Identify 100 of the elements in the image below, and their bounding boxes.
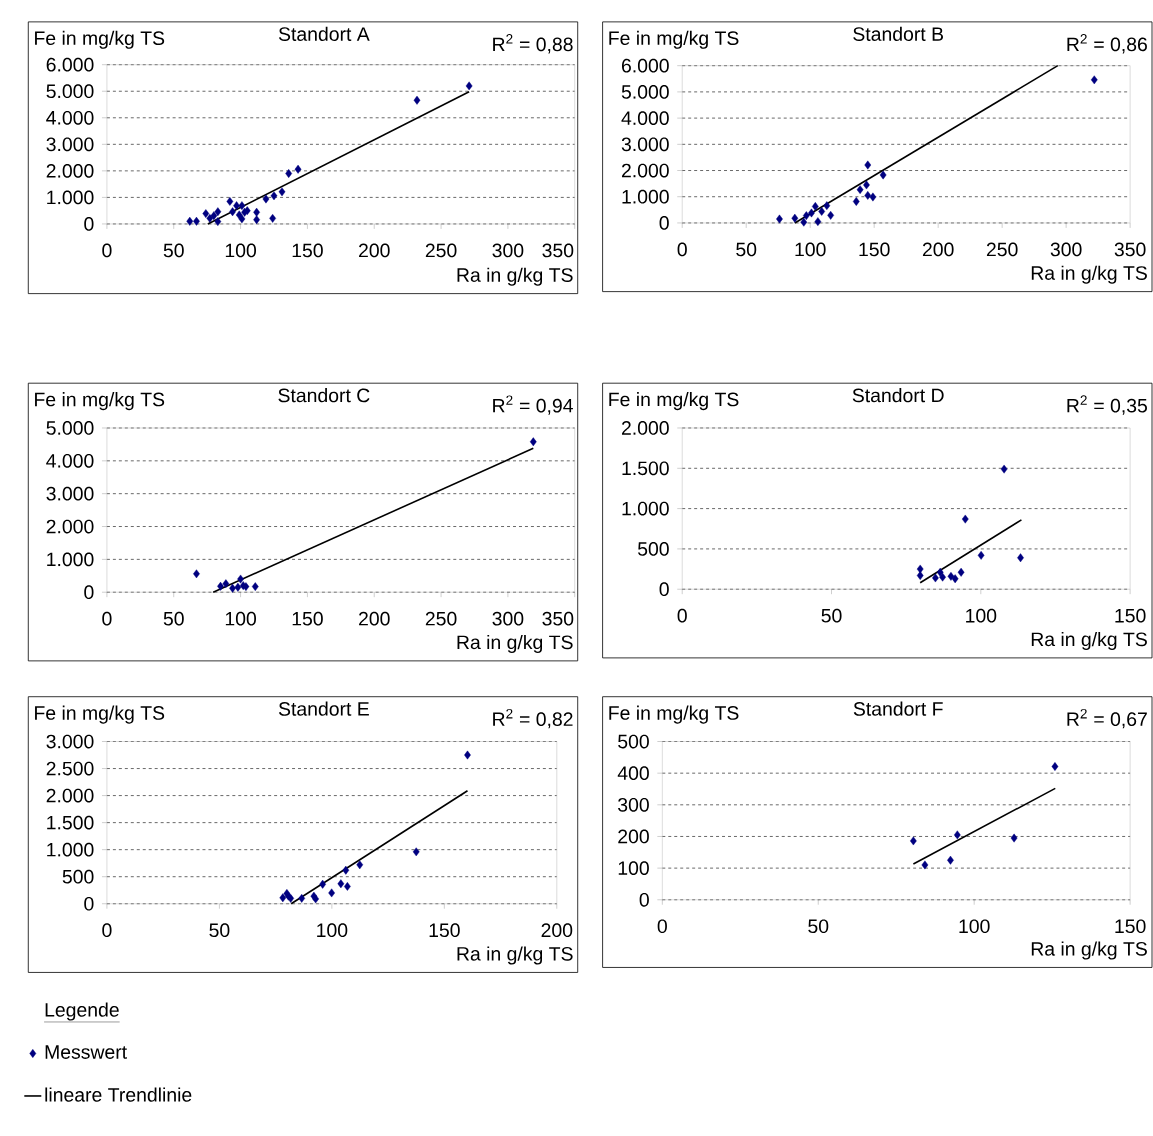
y-tick-label: 400	[617, 766, 649, 781]
chart-title: Standort E	[278, 701, 369, 716]
x-axis-title: Ra in g/kg TS	[457, 267, 573, 286]
x-tick-label: 0	[102, 923, 112, 938]
chart-title: Standort C	[278, 388, 370, 403]
y-tick-label: 4.000	[46, 454, 94, 468]
y-tick-label: 2.000	[46, 519, 94, 534]
y-tick-label: 0	[84, 585, 94, 600]
x-tick-label: 250	[425, 611, 457, 626]
y-tick-label: 0	[84, 897, 94, 911]
x-tick-label: 200	[541, 923, 573, 938]
y-tick-label: 3.000	[46, 734, 94, 749]
legend-label: lineare Trendlinie	[45, 1087, 192, 1102]
text: R$^{2}$ = 0,35	[1067, 395, 1147, 415]
text: R$^{2}$ = 0,88	[493, 34, 573, 54]
y-tick-label: 0	[659, 582, 669, 597]
y-tick-label: 500	[62, 870, 94, 884]
y-axis-title: Fe in mg/kg TS	[609, 392, 739, 411]
legend-title: Legende	[45, 1002, 119, 1021]
x-tick-label: 200	[922, 242, 954, 257]
chart-title: Standort B	[853, 26, 944, 42]
x-tick-label: 300	[492, 243, 524, 258]
y-tick-label: 4.000	[46, 111, 94, 125]
chart-title: Standort D	[852, 388, 944, 403]
y-axis-title: Fe in mg/kg TS	[35, 30, 165, 50]
y-tick-label: 0	[84, 217, 94, 231]
x-tick-label: 100	[225, 243, 257, 258]
y-tick-label: 200	[618, 829, 649, 844]
x-tick-label: 150	[292, 243, 323, 258]
x-axis-title: Ra in g/kg TS	[457, 946, 573, 965]
x-tick-label: 150	[1115, 609, 1146, 623]
y-tick-label: 0	[639, 893, 649, 907]
x-tick-label: 100	[795, 242, 826, 257]
y-axis-title: Fe in mg/kg TS	[609, 705, 739, 724]
y-tick-label: 6.000	[621, 58, 669, 73]
x-tick-label: 250	[986, 242, 1018, 257]
x-tick-label: 200	[359, 243, 390, 258]
y-tick-label: 5.000	[46, 84, 94, 99]
x-tick-label: 0	[677, 609, 687, 623]
x-tick-label: 50	[163, 611, 184, 626]
x-tick-label: 50	[163, 243, 184, 258]
y-tick-label: 2.500	[46, 761, 94, 776]
x-tick-label: 300	[1050, 242, 1082, 257]
y-tick-label: 1.000	[47, 190, 94, 205]
y-tick-label: 0	[659, 216, 669, 230]
x-tick-label: 350	[542, 243, 574, 258]
y-tick-label: 300	[618, 798, 649, 812]
y-tick-label: 1.000	[622, 190, 669, 204]
y-tick-label: 3.000	[621, 137, 669, 152]
x-tick-label: 150	[859, 242, 890, 257]
x-tick-label: 50	[736, 242, 757, 257]
y-axis-title: Fe in mg/kg TS	[609, 30, 739, 50]
text: R$^{2}$ = 0,67	[1067, 709, 1147, 729]
text: R$^{2}$ = 0,94	[493, 395, 573, 415]
x-tick-label: 50	[209, 923, 230, 938]
x-tick-label: 150	[1115, 919, 1146, 934]
text: R$^{2}$ = 0,86	[1067, 34, 1147, 54]
chart-title: Standort F	[853, 701, 943, 716]
y-tick-label: 5.000	[46, 421, 94, 436]
x-tick-label: 350	[1114, 242, 1146, 257]
x-axis-title: Ra in g/kg TS	[457, 635, 573, 654]
x-tick-label: 300	[492, 611, 524, 626]
x-tick-label: 350	[542, 611, 574, 626]
x-tick-label: 0	[677, 242, 687, 257]
x-tick-label: 0	[102, 611, 112, 626]
y-tick-label: 3.000	[46, 486, 94, 501]
y-axis-title: Fe in mg/kg TS	[35, 705, 165, 724]
y-tick-label: 500	[618, 734, 649, 749]
x-tick-label: 150	[429, 923, 460, 938]
x-tick-label: 50	[808, 919, 829, 934]
y-tick-label: 2.000	[621, 163, 669, 178]
y-tick-label: 1.500	[47, 815, 94, 830]
x-tick-label: 150	[292, 611, 323, 626]
y-tick-label: 6.000	[46, 58, 94, 72]
x-tick-label: 200	[359, 611, 390, 626]
x-tick-label: 100	[966, 609, 997, 623]
x-axis-title: Ra in g/kg TS	[1031, 265, 1147, 284]
x-tick-label: 100	[959, 919, 990, 934]
text: R$^{2}$ = 0,82	[493, 709, 573, 729]
x-axis-title: Ra in g/kg TS	[1031, 941, 1147, 960]
x-axis-title: Ra in g/kg TS	[1031, 632, 1147, 651]
x-tick-label: 250	[425, 243, 457, 258]
y-tick-label: 1.000	[47, 552, 94, 567]
y-tick-label: 1.000	[622, 501, 669, 516]
y-tick-label: 500	[637, 542, 669, 556]
x-tick-label: 100	[317, 923, 348, 938]
x-tick-label: 50	[821, 609, 842, 623]
y-tick-label: 1.500	[622, 461, 669, 476]
y-tick-label: 100	[618, 861, 649, 876]
chart-title: Standort A	[278, 26, 370, 42]
x-tick-label: 0	[102, 243, 112, 258]
x-tick-label: 100	[225, 611, 257, 626]
y-tick-label: 5.000	[621, 85, 669, 99]
legend-label: Messwert	[45, 1045, 127, 1060]
y-tick-label: 2.000	[621, 421, 669, 436]
y-tick-label: 2.000	[46, 164, 94, 178]
y-axis-title: Fe in mg/kg TS	[35, 392, 165, 411]
y-tick-label: 4.000	[621, 111, 669, 126]
y-tick-label: 1.000	[47, 842, 94, 857]
y-tick-label: 2.000	[46, 788, 94, 803]
